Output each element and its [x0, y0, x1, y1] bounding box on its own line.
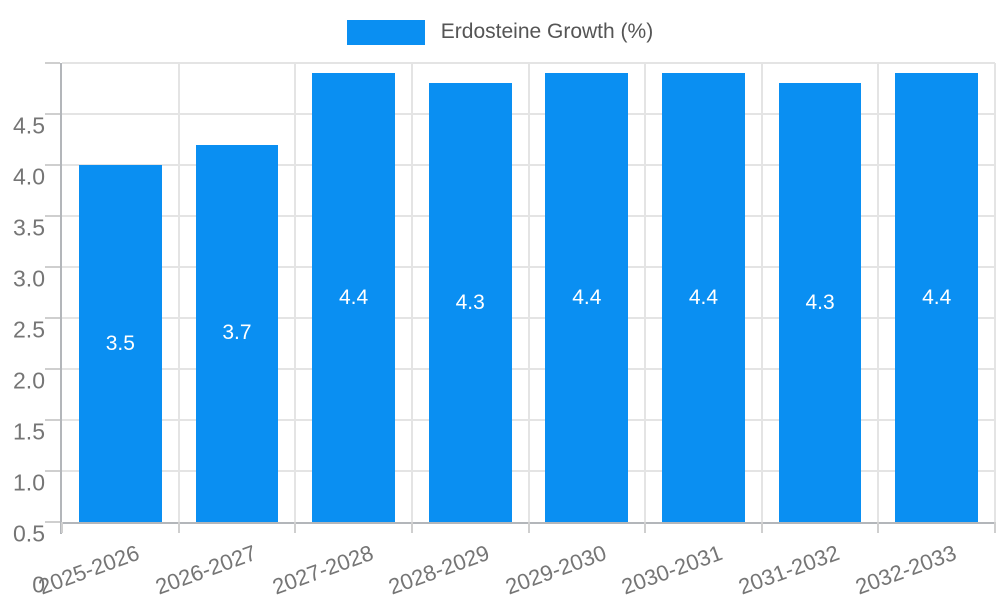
x-tick — [177, 522, 180, 533]
x-tick-label: 2027-2028 — [268, 540, 377, 600]
y-tick — [45, 368, 60, 370]
x-tick — [760, 522, 763, 533]
gridline-v — [994, 63, 996, 522]
bar: 3.5 — [78, 165, 162, 522]
y-tick — [45, 470, 60, 472]
x-tick — [527, 522, 530, 533]
y-tick — [45, 521, 60, 523]
legend-swatch — [346, 19, 425, 45]
bar-value-label: 4.4 — [922, 285, 952, 309]
bar-value-label: 3.5 — [105, 331, 135, 355]
y-tick-label: 1.0 — [13, 469, 45, 496]
bar: 4.4 — [312, 73, 395, 522]
x-axis-labels: 2025-2026 2026-2027 2027-2028 2028-2029 2029… — [35, 534, 995, 600]
y-tick-label: 4.5 — [13, 112, 45, 139]
x-tick-label: 2025-2026 — [35, 540, 143, 600]
y-tick — [45, 215, 60, 217]
y-tick — [45, 419, 60, 421]
x-tick-label: 2028-2029 — [385, 540, 493, 600]
x-tick-label: 2031-2032 — [735, 540, 843, 600]
y-tick-label: 3.5 — [13, 214, 45, 241]
gridline-v — [760, 63, 763, 522]
x-tick-label: 2026-2027 — [152, 540, 260, 600]
bar: 4.4 — [662, 73, 745, 522]
bar-value-label: 3.7 — [222, 321, 252, 345]
y-tick — [45, 113, 60, 115]
bar: 3.7 — [195, 144, 279, 522]
x-tick — [877, 522, 880, 533]
bar-value-label: 4.3 — [805, 290, 835, 314]
x-tick — [61, 522, 63, 533]
x-tick — [294, 522, 297, 533]
bar: 4.3 — [428, 83, 512, 522]
x-tick — [410, 522, 413, 533]
y-axis-line — [60, 63, 62, 534]
y-tick-label: 3.0 — [13, 265, 45, 292]
y-tick-label: 4.0 — [13, 163, 45, 190]
bar: 4.4 — [545, 73, 629, 522]
y-tick-label: 2.5 — [13, 316, 45, 343]
gridline-v — [527, 63, 530, 522]
gridline-v — [294, 63, 297, 522]
bar-value-label: 4.4 — [688, 285, 719, 309]
y-tick — [45, 266, 60, 268]
y-tick — [45, 317, 60, 319]
bar-value-label: 4.4 — [338, 285, 369, 309]
bar-value-label: 4.4 — [572, 285, 602, 309]
bar: 4.4 — [895, 73, 979, 522]
y-tick-label: 2.0 — [13, 367, 45, 394]
x-tick-label: 2029-2030 — [501, 540, 610, 600]
x-tick — [994, 522, 996, 533]
y-tick-label: 0.5 — [13, 520, 45, 547]
bar-value-label: 4.3 — [455, 290, 485, 314]
legend-label: Erdosteine Growth (%) — [440, 20, 654, 43]
y-tick — [45, 62, 60, 64]
gridline-v — [644, 63, 647, 522]
x-tick-label: 2030-2031 — [618, 540, 726, 600]
x-tick-label: 2032-2033 — [851, 540, 960, 600]
plot-area: 3.5 3.7 4.4 4.3 4.4 4.4 4.3 4.4 — [45, 62, 996, 534]
gridline-v — [177, 63, 180, 522]
gridline-v — [410, 63, 413, 522]
y-tick — [45, 164, 60, 166]
y-tick-label: 1.5 — [13, 418, 45, 445]
gridline-v — [877, 63, 880, 522]
x-tick — [644, 522, 647, 533]
legend: Erdosteine Growth (%) — [0, 16, 1000, 48]
bar: 4.3 — [778, 83, 862, 522]
